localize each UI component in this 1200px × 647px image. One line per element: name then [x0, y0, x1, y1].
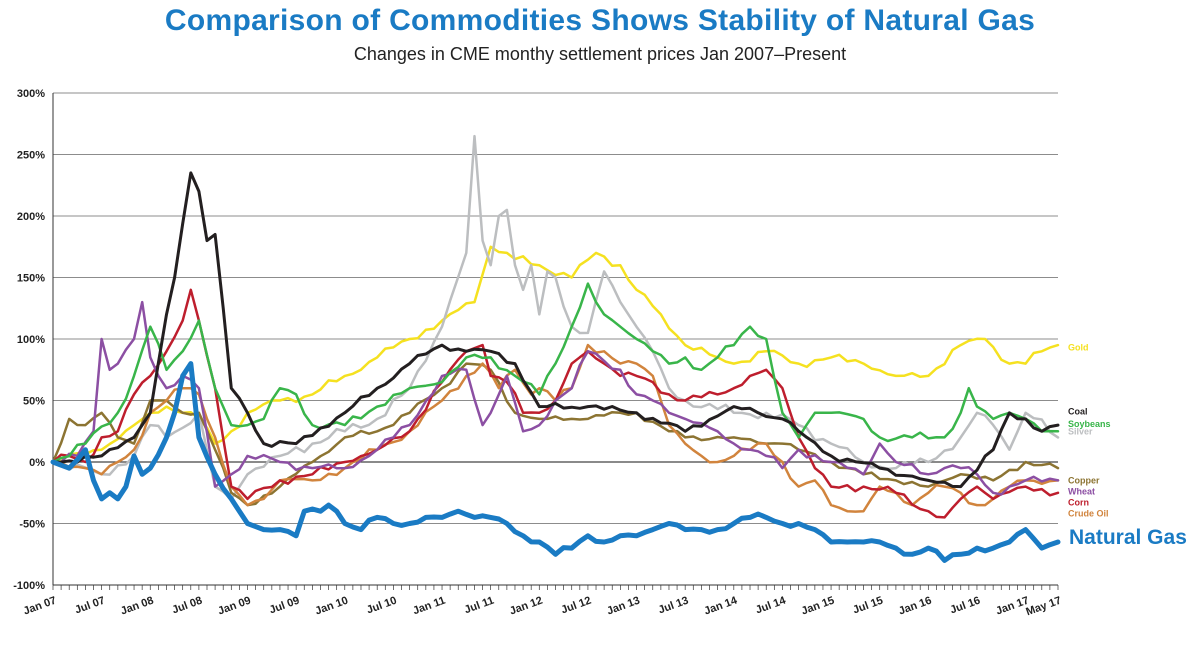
- series-line-coal: [51, 171, 1060, 489]
- x-tick-label: Jan 12: [508, 595, 544, 618]
- x-tick-label: Jan 14: [703, 594, 740, 617]
- legend-label-coal: Coal: [1068, 407, 1088, 417]
- chart-subtitle: Changes in CME monthy settlement prices …: [353, 44, 847, 64]
- legend-label-crude-oil: Crude Oil: [1068, 509, 1109, 519]
- legend-label-silver: Silver: [1068, 426, 1093, 436]
- x-tick-label: Jul 16: [949, 595, 982, 617]
- x-tick-label: Jan 08: [119, 595, 155, 618]
- x-tick-label: Jan 10: [314, 595, 350, 618]
- x-tick-label: May 17: [1024, 595, 1063, 619]
- series-line-crude-oil: [51, 343, 1060, 513]
- x-tick-label: Jan 13: [605, 595, 641, 618]
- series-line-soybeans: [51, 282, 1060, 464]
- x-tick-label: Jul 15: [851, 595, 884, 617]
- x-tick-label: Jan 09: [216, 595, 252, 618]
- series-line-gold: [51, 245, 1060, 464]
- y-tick-label: 50%: [23, 396, 45, 408]
- y-tick-label: 100%: [17, 334, 45, 346]
- y-tick-label: 200%: [17, 211, 45, 223]
- y-tick-label: -100%: [13, 580, 45, 592]
- x-tick-label: Jul 11: [463, 595, 496, 617]
- series-line-silver: [51, 134, 1060, 501]
- y-tick-label: 0%: [29, 457, 45, 469]
- x-tick-label: Jul 09: [268, 595, 301, 617]
- legend-label-natural-gas: Natural Gas: [1069, 526, 1187, 549]
- chart-title: Comparison of Commodities Shows Stabilit…: [164, 4, 1036, 37]
- x-tick-label: Jul 14: [754, 594, 788, 616]
- series-line-copper: [51, 362, 1060, 507]
- legend-label-gold: Gold: [1068, 343, 1089, 353]
- x-tick-label: Jul 08: [171, 595, 204, 617]
- legend-label-wheat: Wheat: [1068, 487, 1095, 497]
- y-tick-label: -50%: [19, 519, 45, 531]
- legend-label-corn: Corn: [1068, 498, 1089, 508]
- legend-label-soybeans: Soybeans: [1068, 419, 1111, 429]
- x-tick-label: Jan 16: [897, 595, 933, 618]
- legend-label-copper: Copper: [1068, 475, 1100, 485]
- y-tick-label: 300%: [17, 88, 45, 100]
- y-tick-label: 150%: [17, 273, 45, 285]
- x-tick-label: Jul 07: [73, 595, 106, 617]
- x-tick-label: Jan 11: [411, 595, 447, 618]
- y-tick-label: 250%: [17, 150, 45, 162]
- x-tick-label: Jul 13: [657, 595, 690, 617]
- x-tick-label: Jul 10: [365, 595, 398, 617]
- series-line-natural-gas: [50, 361, 1061, 563]
- x-tick-label: Jul 12: [560, 595, 593, 617]
- x-tick-label: Jan 07: [22, 595, 58, 618]
- x-tick-label: Jan 15: [800, 595, 836, 618]
